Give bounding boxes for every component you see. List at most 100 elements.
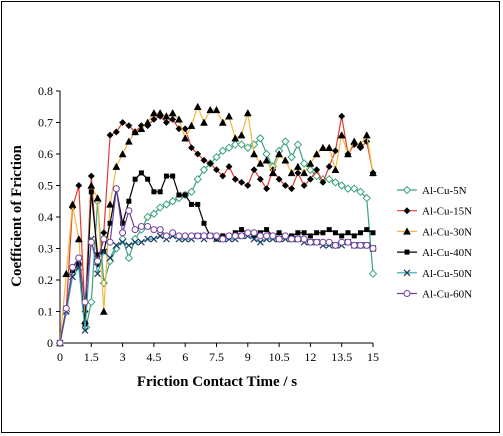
data-point-al-cu-40n bbox=[145, 176, 151, 182]
data-point-al-cu-50n bbox=[94, 270, 101, 278]
x-axis-ticks: 0 1.5 3 4.5 6 7.5 9 10.5 12 13.5 15 bbox=[57, 343, 379, 364]
legend-marker bbox=[403, 207, 411, 215]
data-point-al-cu-15n bbox=[275, 175, 283, 183]
data-point-al-cu-30n bbox=[112, 162, 121, 170]
x-tick-label: 7.5 bbox=[209, 350, 224, 364]
data-point-al-cu-5n bbox=[299, 159, 309, 168]
data-point-al-cu-60n bbox=[331, 241, 339, 249]
legend-item-al-cu-50n: Al-Cu-50N bbox=[397, 268, 472, 280]
data-point-al-cu-15n bbox=[125, 122, 133, 130]
legend-marker bbox=[403, 290, 411, 297]
x-tick-label: 3 bbox=[120, 350, 126, 364]
data-point-al-cu-15n bbox=[219, 172, 227, 180]
data-point-al-cu-60n bbox=[306, 238, 314, 246]
data-point-al-cu-30n bbox=[281, 156, 290, 164]
data-point-al-cu-30n bbox=[262, 156, 271, 164]
data-point-al-cu-60n bbox=[213, 232, 220, 240]
data-point-al-cu-30n bbox=[293, 162, 302, 170]
data-point-al-cu-30n bbox=[250, 149, 258, 158]
data-point-al-cu-60n bbox=[62, 304, 70, 312]
data-point-al-cu-5n bbox=[362, 193, 371, 203]
data-point-al-cu-30n bbox=[137, 124, 146, 133]
data-point-al-cu-30n bbox=[337, 131, 346, 139]
data-point-al-cu-30n bbox=[143, 118, 152, 126]
x-tick-label: 12 bbox=[304, 350, 316, 364]
data-point-al-cu-60n bbox=[356, 241, 364, 249]
data-point-al-cu-30n bbox=[350, 137, 359, 145]
legend-marker bbox=[403, 227, 411, 235]
series-al-cu-30n bbox=[56, 102, 377, 347]
data-point-al-cu-50n bbox=[156, 232, 164, 240]
data-point-al-cu-50n bbox=[81, 326, 89, 334]
data-point-al-cu-40n bbox=[195, 201, 201, 207]
data-point-al-cu-15n bbox=[325, 163, 333, 171]
data-point-al-cu-5n bbox=[224, 143, 234, 152]
data-point-al-cu-40n bbox=[163, 173, 169, 179]
data-point-al-cu-30n bbox=[93, 194, 102, 202]
data-point-al-cu-40n bbox=[320, 230, 326, 236]
series-line-al-cu-30n bbox=[59, 105, 374, 344]
data-point-al-cu-30n bbox=[62, 269, 71, 277]
data-point-al-cu-30n bbox=[206, 105, 215, 114]
x-tick-label: 13.5 bbox=[331, 350, 352, 364]
y-tick-label: 0.2 bbox=[38, 273, 53, 287]
data-point-al-cu-40n bbox=[345, 230, 351, 236]
data-point-al-cu-15n bbox=[206, 160, 214, 167]
data-point-al-cu-60n bbox=[94, 257, 102, 265]
data-point-al-cu-5n bbox=[356, 187, 365, 197]
data-point-al-cu-40n bbox=[307, 233, 313, 239]
data-point-al-cu-15n bbox=[294, 169, 302, 177]
data-point-al-cu-60n bbox=[338, 238, 346, 246]
data-point-al-cu-40n bbox=[326, 227, 332, 233]
series-al-cu-40n bbox=[57, 170, 376, 346]
data-point-al-cu-15n bbox=[338, 112, 346, 120]
data-point-al-cu-15n bbox=[225, 163, 233, 171]
data-point-al-cu-60n bbox=[156, 226, 164, 234]
data-point-al-cu-30n bbox=[312, 149, 321, 158]
data-point-al-cu-5n bbox=[287, 152, 296, 162]
data-point-al-cu-60n bbox=[69, 263, 77, 271]
data-point-al-cu-5n bbox=[368, 269, 378, 278]
data-point-al-cu-5n bbox=[168, 197, 177, 206]
y-tick-label: 0.1 bbox=[38, 305, 53, 319]
data-point-al-cu-30n bbox=[287, 168, 296, 177]
data-point-al-cu-40n bbox=[157, 189, 163, 195]
data-point-al-cu-60n bbox=[313, 238, 321, 246]
x-tick-label: 4.5 bbox=[146, 350, 161, 364]
legend-label: Al-Cu-60N bbox=[422, 289, 472, 301]
x-tick-label: 0 bbox=[57, 350, 63, 364]
data-point-al-cu-60n bbox=[187, 232, 195, 240]
data-point-al-cu-15n bbox=[306, 175, 314, 183]
legend-label: Al-Cu-15N bbox=[422, 206, 472, 218]
data-point-al-cu-40n bbox=[314, 230, 320, 236]
data-point-al-cu-50n bbox=[137, 238, 145, 246]
data-point-al-cu-15n bbox=[100, 229, 108, 237]
data-point-al-cu-5n bbox=[155, 203, 165, 212]
data-point-al-cu-5n bbox=[293, 140, 303, 149]
data-point-al-cu-30n bbox=[344, 149, 352, 158]
data-point-al-cu-60n bbox=[219, 235, 227, 243]
data-point-al-cu-15n bbox=[119, 119, 127, 126]
data-point-al-cu-5n bbox=[124, 253, 134, 263]
series-al-cu-60n bbox=[56, 185, 377, 347]
data-point-al-cu-40n bbox=[138, 170, 144, 176]
data-point-al-cu-30n bbox=[181, 134, 190, 142]
data-point-al-cu-40n bbox=[239, 227, 245, 233]
data-point-al-cu-60n bbox=[106, 238, 114, 246]
data-point-al-cu-60n bbox=[119, 229, 127, 237]
legend-marker bbox=[403, 269, 411, 277]
data-point-al-cu-50n bbox=[131, 238, 139, 246]
data-point-al-cu-5n bbox=[324, 174, 334, 184]
data-point-al-cu-50n bbox=[106, 254, 114, 262]
data-point-al-cu-60n bbox=[175, 232, 183, 240]
data-point-al-cu-5n bbox=[99, 278, 109, 288]
data-point-al-cu-30n bbox=[124, 137, 133, 145]
data-point-al-cu-60n bbox=[244, 229, 252, 237]
data-point-al-cu-60n bbox=[206, 232, 214, 240]
data-point-al-cu-40n bbox=[264, 227, 270, 233]
data-point-al-cu-60n bbox=[162, 232, 170, 240]
data-point-al-cu-30n bbox=[325, 143, 334, 151]
data-point-al-cu-60n bbox=[269, 232, 277, 240]
data-point-al-cu-40n bbox=[120, 220, 126, 226]
legend-label: Al-Cu-40N bbox=[422, 247, 472, 259]
